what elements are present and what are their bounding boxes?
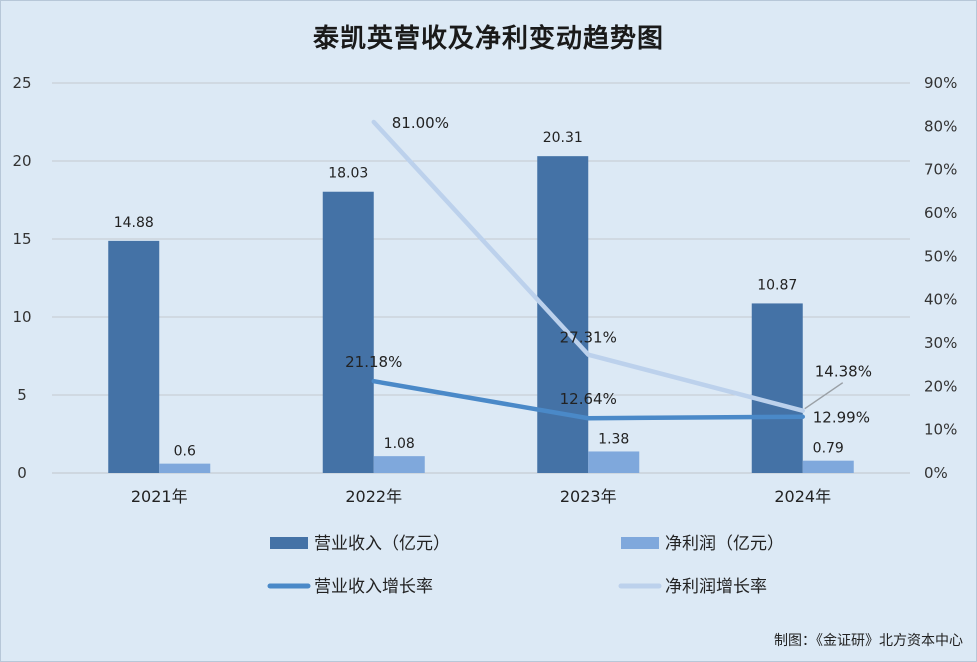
data-label-net-profit: 1.08 xyxy=(384,436,415,452)
legend-swatch-net-profit xyxy=(621,537,659,549)
data-label-revenue: 20.31 xyxy=(543,130,583,146)
data-label-revenue: 10.87 xyxy=(757,277,797,293)
data-label-net-profit: 1.38 xyxy=(598,431,629,447)
bar-revenue xyxy=(322,191,374,473)
data-label-revenue-growth: 12.99% xyxy=(813,409,870,427)
y2-tick-label: 70% xyxy=(924,161,957,179)
legend-label: 净利润（亿元） xyxy=(665,534,784,554)
x-tick-label: 2021年 xyxy=(131,487,188,506)
x-tick-label: 2022年 xyxy=(345,487,402,506)
bar-revenue xyxy=(751,303,803,473)
y2-tick-label: 20% xyxy=(924,377,957,395)
y2-tick-label: 30% xyxy=(924,334,957,352)
y2-tick-label: 10% xyxy=(924,421,957,439)
x-tick-label: 2024年 xyxy=(774,487,831,506)
legend-label: 净利润增长率 xyxy=(665,577,767,597)
legend-label: 营业收入（亿元） xyxy=(314,534,450,554)
data-label-net-profit: 0.79 xyxy=(813,441,844,457)
y-tick-label: 5 xyxy=(17,386,27,404)
data-label-revenue-growth: 12.64% xyxy=(560,390,617,408)
y-tick-label: 10 xyxy=(12,308,31,326)
y2-tick-label: 60% xyxy=(924,204,957,222)
y-tick-label: 25 xyxy=(12,74,31,92)
bar-revenue xyxy=(108,240,160,473)
bar-net-profit xyxy=(588,451,640,473)
y2-tick-label: 0% xyxy=(924,464,948,482)
bar-net-profit xyxy=(802,460,854,473)
y2-tick-label: 90% xyxy=(924,74,957,92)
data-label-net-profit: 0.6 xyxy=(174,444,196,460)
data-label-net-profit-growth: 14.38% xyxy=(815,363,872,381)
y2-tick-label: 80% xyxy=(924,117,957,135)
data-label-net-profit-growth: 27.31% xyxy=(560,329,617,347)
bar-revenue xyxy=(537,156,589,473)
legend-swatch-revenue xyxy=(270,537,308,549)
chart-title: 泰凯英营收及净利变动趋势图 xyxy=(312,24,664,54)
y-tick-label: 0 xyxy=(17,464,27,482)
x-tick-label: 2023年 xyxy=(560,487,617,506)
line-net-profit-growth xyxy=(371,119,805,413)
data-label-leader-line xyxy=(804,382,844,410)
y2-tick-label: 40% xyxy=(924,291,957,309)
data-label-revenue: 18.03 xyxy=(328,166,368,182)
bar-net-profit xyxy=(373,456,425,473)
data-label-revenue-growth: 21.18% xyxy=(345,353,402,371)
bar-net-profit xyxy=(159,463,211,473)
y-tick-label: 20 xyxy=(12,152,31,170)
credit-text: 制图：《金证研》北方资本中心 xyxy=(774,633,963,649)
data-label-net-profit-growth: 81.00% xyxy=(392,114,449,132)
y2-tick-label: 50% xyxy=(924,247,957,265)
legend-label: 营业收入增长率 xyxy=(314,577,433,597)
y-tick-label: 15 xyxy=(12,230,31,248)
line-revenue-growth xyxy=(371,378,805,421)
data-label-revenue: 14.88 xyxy=(114,215,154,231)
